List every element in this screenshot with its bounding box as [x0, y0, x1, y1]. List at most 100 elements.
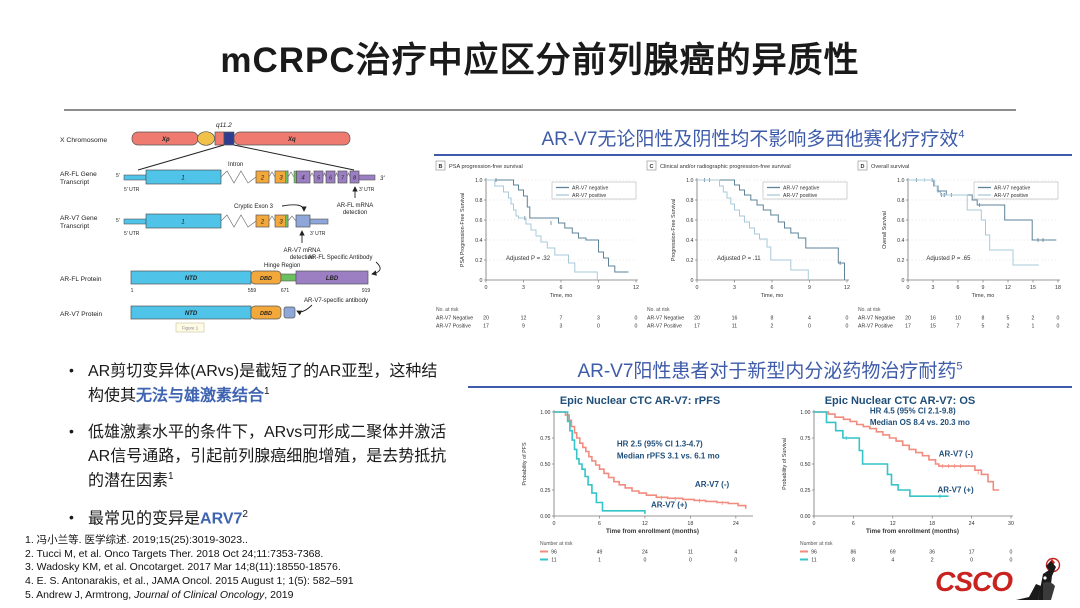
svg-text:1.0: 1.0	[897, 178, 904, 184]
svg-text:Time, mo: Time, mo	[550, 293, 573, 299]
reference-item: 1. 冯小兰等. 医学综述. 2019;15(25):3019-3023..	[25, 534, 248, 546]
svg-text:1.0: 1.0	[686, 178, 693, 184]
svg-text:0: 0	[846, 316, 849, 322]
reference-item: 5. Andrew J, Armtrong, Journal of Clinic…	[25, 588, 294, 601]
svg-text:AR-V7 Positive: AR-V7 Positive	[436, 324, 471, 330]
svg-text:6: 6	[957, 285, 960, 291]
svg-text:0: 0	[734, 558, 737, 564]
svg-text:0.2: 0.2	[475, 258, 482, 264]
svg-text:Adjusted P = .32: Adjusted P = .32	[506, 256, 551, 262]
svg-text:2: 2	[1007, 324, 1010, 330]
svg-text:PSA progression-free survival: PSA progression-free survival	[449, 164, 523, 170]
svg-text:B: B	[439, 164, 443, 170]
svg-text:0.6: 0.6	[686, 218, 693, 224]
csco-logo: CSCO	[935, 554, 1066, 604]
reference-item: 2. Tucci M, et al. Onco Targets Ther. 20…	[25, 547, 324, 560]
arv7-exon-1: 1	[181, 219, 185, 226]
svg-text:0: 0	[907, 285, 910, 291]
panel-divider-bottom	[468, 386, 1072, 388]
panel-title-text: AR-V7阳性患者对于新型内分泌药物治疗耐药	[577, 361, 957, 382]
svg-text:0.4: 0.4	[475, 238, 482, 244]
svg-text:Time, mo: Time, mo	[972, 293, 995, 299]
svg-text:20: 20	[483, 316, 489, 322]
svg-text:0.50: 0.50	[800, 462, 810, 468]
svg-text:0.8: 0.8	[475, 198, 482, 204]
svg-text:0: 0	[480, 278, 483, 284]
svg-text:No. at risk: No. at risk	[436, 307, 459, 313]
svg-text:Adjusted P = .65: Adjusted P = .65	[926, 256, 971, 262]
svg-text:AR-V7 Positive: AR-V7 Positive	[858, 324, 893, 330]
reference-item: 3. Wadosky KM, et al. Oncotarget. 2017 M…	[25, 561, 341, 574]
svg-text:17: 17	[483, 324, 489, 330]
aa-559: 559	[248, 288, 257, 294]
svg-text:0: 0	[1010, 550, 1013, 556]
transcript-label: Transcript	[60, 179, 89, 186]
svg-text:24: 24	[642, 550, 648, 556]
aa-1: 1	[131, 288, 134, 294]
svg-text:36: 36	[929, 550, 935, 556]
svg-text:12: 12	[844, 285, 850, 291]
svg-text:Number at risk: Number at risk	[800, 541, 833, 547]
bullet-item: 最常见的变异是ARV72	[64, 507, 448, 531]
svg-text:20: 20	[694, 316, 700, 322]
svg-text:Probability of Survival: Probability of Survival	[782, 438, 788, 490]
km-chart-epic-os: Epic Nuclear CTC AR-V7: OS 0.00 0.25 0.50 0.…	[774, 392, 1026, 572]
svg-text:AR-V7 positive: AR-V7 positive	[994, 193, 1028, 199]
svg-text:1.00: 1.00	[800, 410, 810, 416]
svg-text:0.75: 0.75	[800, 436, 810, 442]
svg-text:10: 10	[955, 316, 961, 322]
reference-item: 4. E. S. Antonarakis, et al., JAMA Oncol…	[25, 574, 354, 587]
csco-logo-graphic	[1016, 557, 1061, 600]
svg-text:15: 15	[930, 324, 936, 330]
xq-label: Xq	[287, 137, 296, 143]
svg-text:7: 7	[560, 316, 563, 322]
svg-text:2: 2	[1032, 316, 1035, 322]
exon-2: 2	[260, 176, 265, 182]
bullet-item: 低雄激素水平的条件下，ARvs可形成二聚体并激活AR信号通路，引起前列腺癌细胞增…	[64, 421, 448, 493]
km-chart-clinical-pfs: C Clinical and/or radiographic progressio…	[645, 158, 856, 350]
svg-text:12: 12	[521, 316, 527, 322]
ntd-label-2: NTD	[185, 311, 198, 317]
svg-text:Probability of PFS: Probability of PFS	[522, 442, 528, 486]
exon-4: 4	[301, 176, 305, 182]
page-title: mCRPC治疗中应区分前列腺癌的异质性	[220, 41, 860, 80]
arfl-antibody-label: AR-FL Specific Antibody	[308, 255, 372, 261]
svg-text:12: 12	[642, 521, 648, 527]
svg-text:Time, mo: Time, mo	[761, 293, 784, 299]
intron-label: Intron	[228, 162, 243, 168]
gene-structure-diagram: X Chromosome q11.2 Xp Xq AR-FL Gene 5' T…	[60, 122, 385, 333]
cryptic-exon-label: Cryptic Exon 3	[234, 204, 274, 210]
three-utr-label-2: 3' UTR	[310, 231, 326, 237]
svg-text:Time from enrollment (months): Time from enrollment (months)	[866, 528, 959, 535]
svg-text:0: 0	[689, 558, 692, 564]
svg-text:3: 3	[733, 285, 736, 291]
reference-list: 1. 冯小兰等. 医学综述. 2019;15(25):3019-3023.. 2.…	[25, 534, 354, 602]
svg-text:0: 0	[902, 278, 905, 284]
svg-text:C: C	[650, 164, 654, 170]
arv7-mrna-label: AR-V7 mRNA	[283, 248, 320, 254]
top-charts-row: B PSA progression-free survival 0 0.2 0.4 0.6…	[434, 158, 1072, 350]
transcript-label-2: Transcript	[60, 223, 89, 230]
svg-text:2: 2	[771, 324, 774, 330]
svg-text:6: 6	[771, 285, 774, 291]
ntd-label: NTD	[185, 276, 198, 282]
svg-text:7: 7	[957, 324, 960, 330]
svg-text:11: 11	[811, 558, 816, 564]
svg-text:1.00: 1.00	[540, 410, 550, 416]
svg-text:AR-V7 Negative: AR-V7 Negative	[647, 316, 684, 322]
svg-text:0: 0	[643, 558, 646, 564]
lbd-label: LBD	[326, 276, 339, 282]
x-chromosome-label: X Chromosome	[60, 137, 107, 144]
dbd-label: DBD	[260, 276, 272, 282]
exon-1: 1	[181, 175, 185, 182]
svg-text:24: 24	[969, 521, 975, 527]
svg-text:12: 12	[1005, 285, 1011, 291]
superscript-ref-5: 5	[956, 360, 963, 373]
svg-text:0.75: 0.75	[540, 436, 550, 442]
svg-text:11: 11	[688, 550, 693, 556]
svg-text:16: 16	[732, 316, 738, 322]
svg-text:0.50: 0.50	[540, 462, 550, 468]
svg-text:17: 17	[905, 324, 911, 330]
superscript-ref-4: 4	[958, 128, 965, 141]
svg-text:0: 0	[1057, 316, 1060, 322]
